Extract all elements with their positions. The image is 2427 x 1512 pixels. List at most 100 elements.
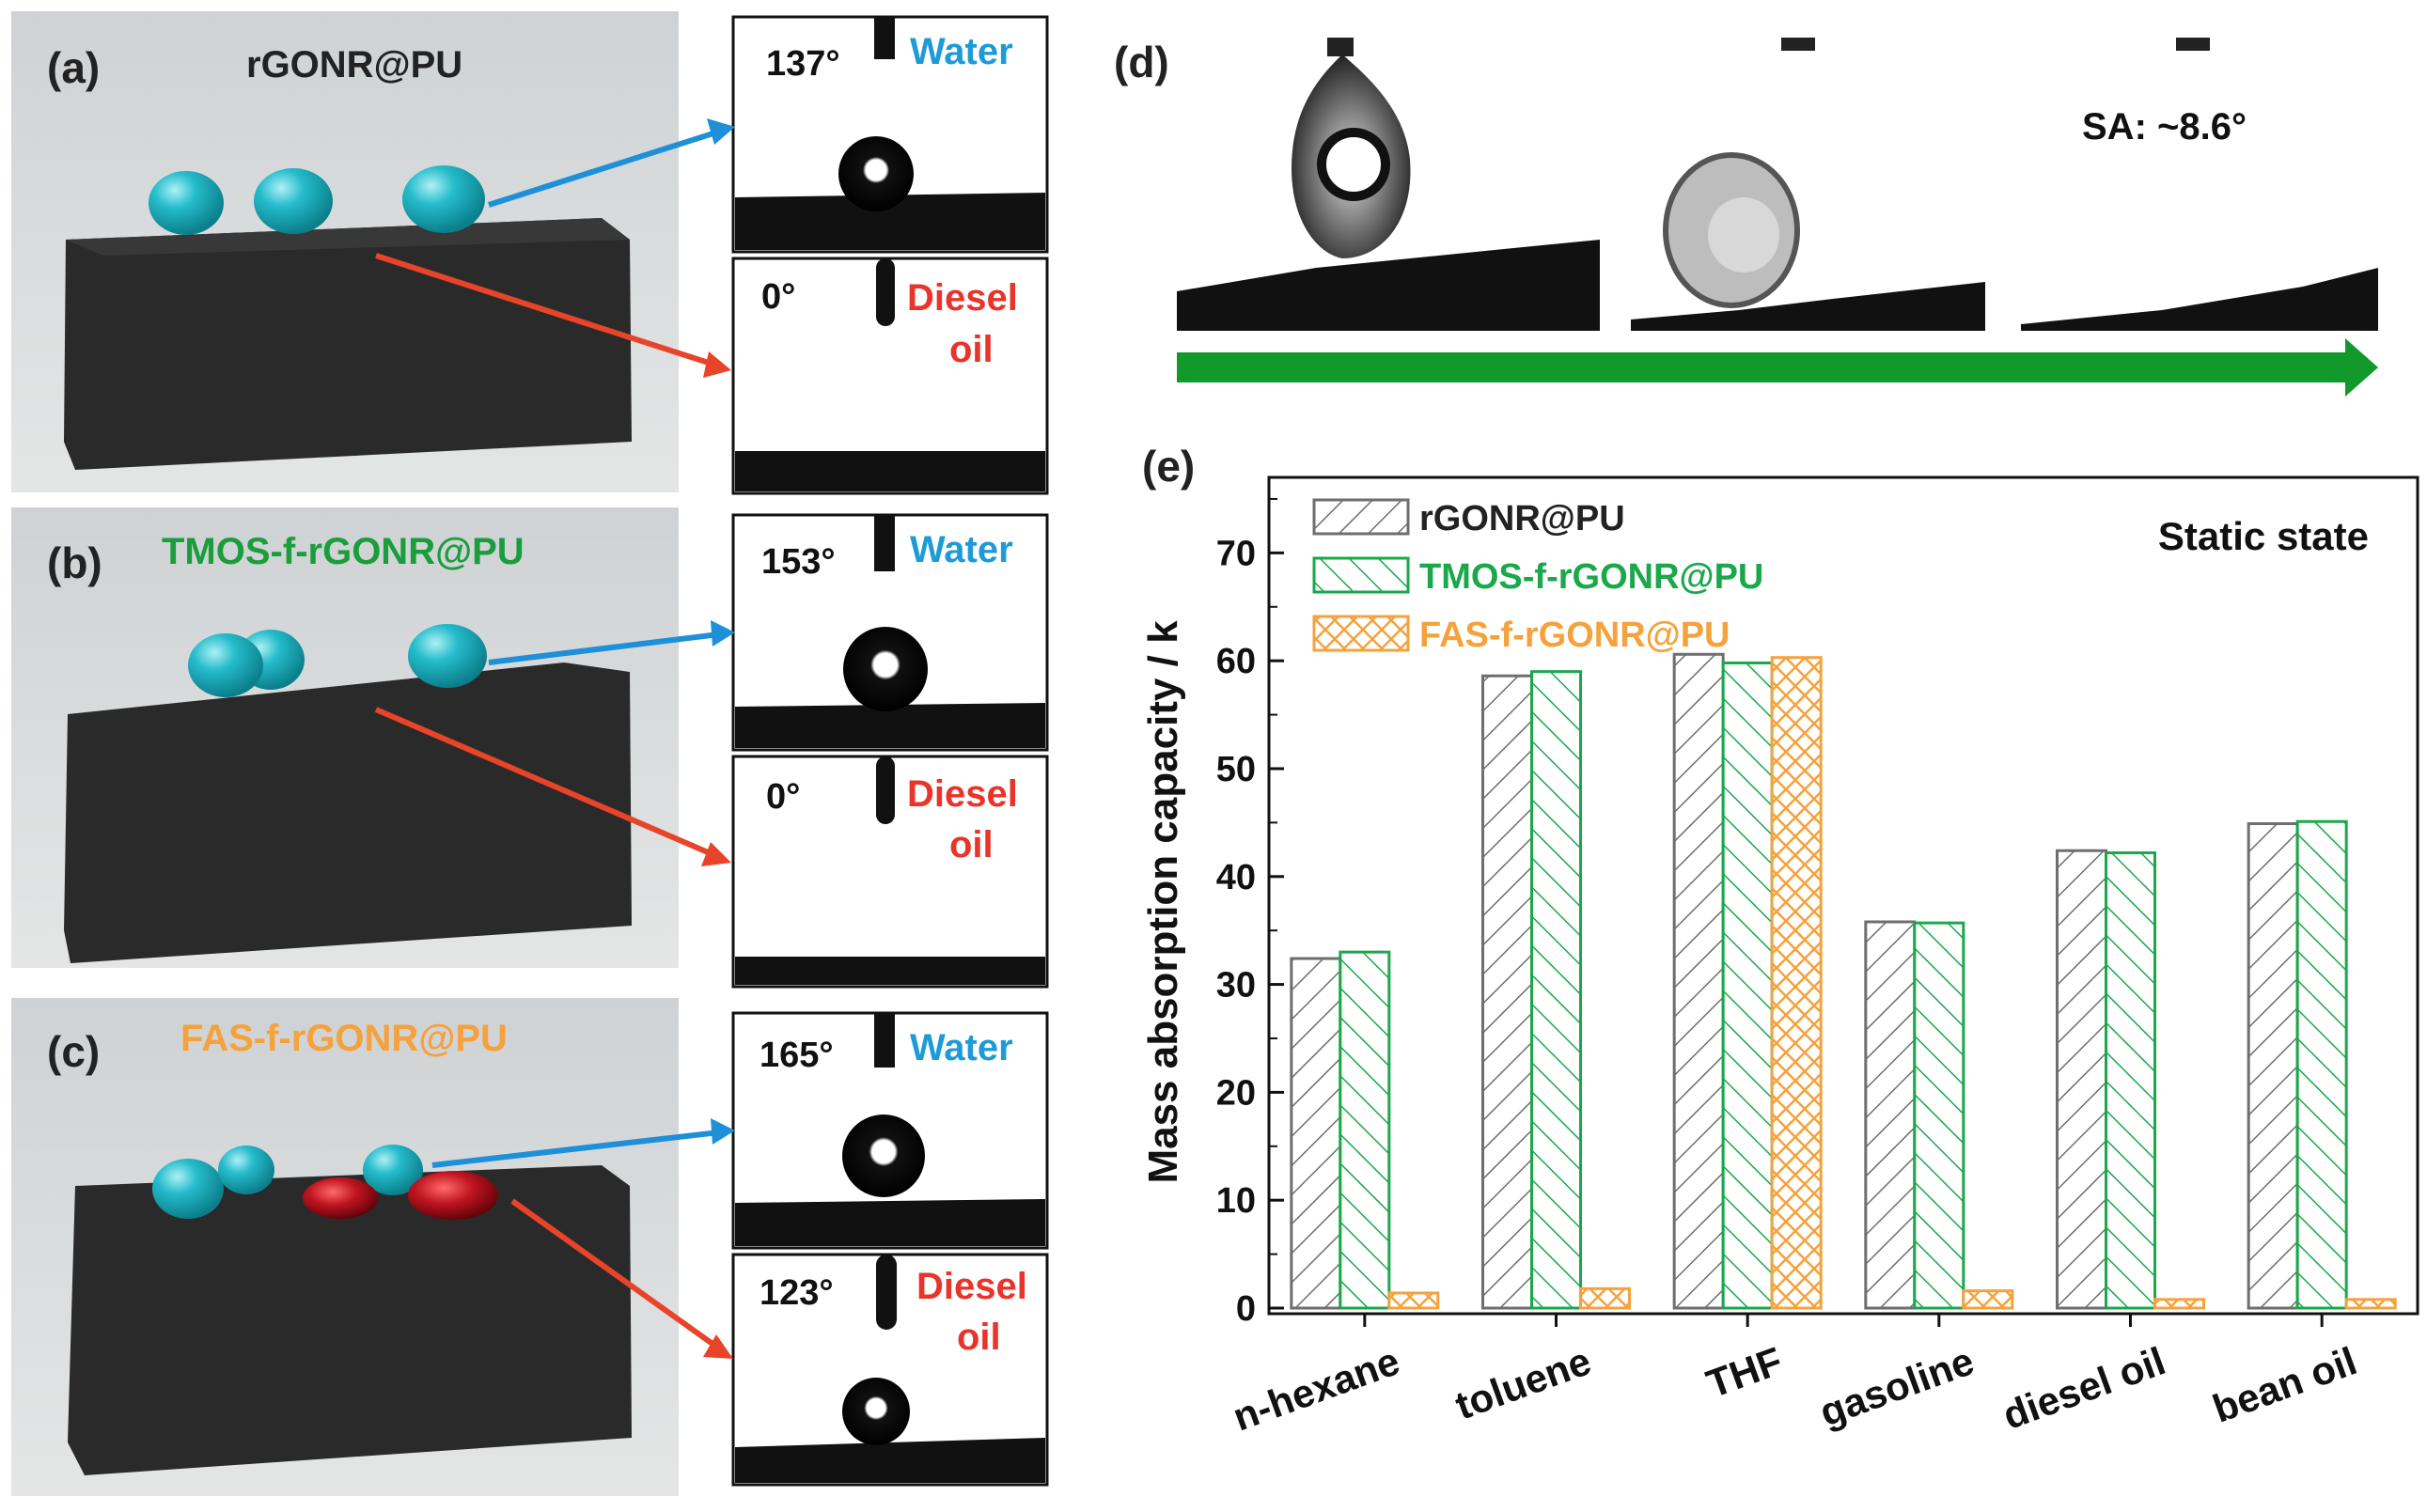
progress-arrow-shaft xyxy=(1177,352,2350,382)
arrow-blue xyxy=(488,129,720,208)
contact-angle-value: 137° xyxy=(766,44,840,84)
bar-bean-oil-3 xyxy=(2344,1298,2397,1310)
legend-swatch xyxy=(1312,498,1410,536)
sponge-c xyxy=(68,1165,632,1475)
substrate xyxy=(735,703,1045,748)
liquid-label: Water xyxy=(910,1027,1013,1068)
panel-label: (b) xyxy=(47,538,102,587)
water-drop xyxy=(218,1146,274,1194)
droplet xyxy=(842,1378,910,1445)
x-tick-label: toluene xyxy=(1449,1338,1596,1427)
chart-annotation: Static state xyxy=(2158,514,2369,558)
substrate xyxy=(735,957,1045,985)
bar-diesel-oil-3 xyxy=(2153,1298,2205,1310)
substrate xyxy=(735,1199,1045,1246)
arrow-red-head xyxy=(701,842,731,866)
y-tick-label: 20 xyxy=(1216,1073,1256,1113)
liquid-label: Water xyxy=(910,31,1013,72)
contact-angle-b-water: 153° Water xyxy=(731,513,1049,752)
water-drop xyxy=(149,171,224,235)
panel-label: (d) xyxy=(1114,38,1169,86)
contact-angle-c-water: 165° Water xyxy=(731,1011,1049,1250)
sample-name: FAS-f-rGONR@PU xyxy=(180,1018,508,1059)
oil-drop xyxy=(408,1171,498,1220)
liquid-label: Diesel xyxy=(907,773,1018,815)
sponge-b xyxy=(64,662,632,963)
tilted-substrate xyxy=(2021,268,2378,331)
droplet xyxy=(842,1115,925,1197)
oil-drop xyxy=(303,1177,378,1219)
y-tick-label: 0 xyxy=(1236,1289,1256,1329)
legend-label: FAS-f-rGONR@PU xyxy=(1419,616,1730,655)
legend-swatch xyxy=(1312,615,1410,652)
arrow-blue-head xyxy=(711,620,735,647)
droplet xyxy=(838,136,914,211)
bar-diesel-oil-2 xyxy=(2105,851,2156,1310)
droplet xyxy=(843,627,928,711)
substrate xyxy=(735,1438,1045,1483)
plot-frame xyxy=(1267,475,2419,1316)
y-tick-label: 70 xyxy=(1216,534,1256,573)
panel-label: (c) xyxy=(47,1027,100,1076)
bar-toluene-1 xyxy=(1481,674,1533,1310)
needle xyxy=(1781,38,1815,51)
substrate xyxy=(735,193,1045,250)
arrow-red-head xyxy=(703,351,731,378)
bar-toluene-2 xyxy=(1530,670,1582,1310)
x-axis: n-hexane toluene THF gasoline diesel oil bean… xyxy=(1228,1314,2362,1440)
arrow-red xyxy=(374,707,716,858)
water-drop xyxy=(402,165,485,233)
y-axis-label: Mass absorption capacity / k xyxy=(1140,620,1186,1184)
liquid-label: oil xyxy=(949,824,994,865)
needle xyxy=(874,17,895,59)
water-drop xyxy=(363,1145,423,1195)
sponge-a-top xyxy=(66,218,630,256)
contact-angle-a-diesel: 0° Diesel oil xyxy=(731,257,1049,495)
panel-e: (e) 0 10 20 30 40 50 60 70 n-hexane toluene THF ga… xyxy=(1140,442,2419,1440)
liquid-label: Water xyxy=(910,529,1013,570)
arrow-blue xyxy=(488,631,720,665)
legend-label: TMOS-f-rGONR@PU xyxy=(1419,557,1763,597)
bar-THF-2 xyxy=(1721,661,1774,1310)
water-drop xyxy=(408,624,487,688)
progress-arrow-head xyxy=(2345,338,2378,397)
substrate xyxy=(735,451,1045,491)
needle xyxy=(1327,38,1354,56)
liquid-label: Diesel xyxy=(907,277,1018,319)
contact-angle-value: 123° xyxy=(759,1273,834,1313)
liquid-label: Diesel xyxy=(916,1266,1027,1307)
sliding-drop-core xyxy=(1708,197,1779,273)
pendant-drop-highlight xyxy=(1317,128,1390,201)
pointer-arrows xyxy=(374,118,735,1359)
panel-label: (a) xyxy=(47,43,100,92)
tilted-substrate xyxy=(1631,282,1985,331)
contact-angle-value: 165° xyxy=(759,1036,834,1075)
bar-n-hexane-1 xyxy=(1290,957,1342,1310)
tilted-substrate xyxy=(1177,240,1600,331)
liquid-label: oil xyxy=(949,329,994,370)
arrow-blue xyxy=(431,1130,720,1168)
water-drop xyxy=(152,1159,224,1219)
bar-bean-oil-1 xyxy=(2247,822,2299,1310)
arrow-blue-head xyxy=(707,118,735,145)
x-tick-label: gasoline xyxy=(1814,1338,1980,1434)
panel-a: (a) rGONR@PU xyxy=(11,11,679,492)
y-tick-label: 50 xyxy=(1216,750,1256,789)
contact-angle-c-diesel: 123° Diesel oil xyxy=(731,1253,1049,1487)
bar-gasoline-3 xyxy=(1962,1289,2014,1310)
bar-THF-3 xyxy=(1770,656,1823,1310)
bar-gasoline-1 xyxy=(1864,920,1917,1310)
bar-gasoline-2 xyxy=(1913,921,1965,1310)
arrow-red xyxy=(375,253,715,367)
x-tick-label: bean oil xyxy=(2207,1338,2362,1430)
bars xyxy=(1290,652,2397,1310)
sliding-angle: SA: ~8.6° xyxy=(2082,106,2247,148)
y-tick-label: 30 xyxy=(1216,966,1256,1005)
panel-label: (e) xyxy=(1142,442,1195,491)
legend-swatch xyxy=(1312,556,1410,594)
bar-bean-oil-2 xyxy=(2295,819,2348,1310)
contact-angle-value: 0° xyxy=(761,277,795,317)
needle xyxy=(876,1255,897,1330)
sponge-a xyxy=(64,218,632,470)
arrow-red-head xyxy=(703,1334,733,1359)
